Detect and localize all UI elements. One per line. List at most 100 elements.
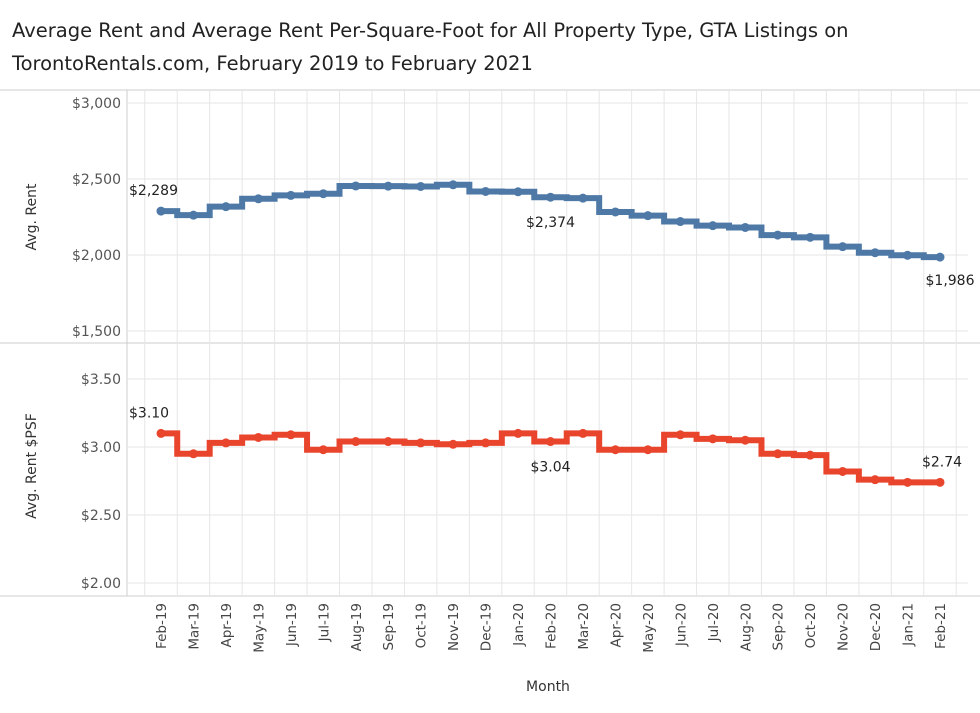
data-point — [286, 190, 296, 200]
y-tick-label: $3.50 — [81, 372, 121, 388]
data-label: $1,986 — [926, 273, 975, 289]
data-point — [838, 242, 848, 252]
data-point — [740, 222, 750, 232]
data-point — [513, 428, 523, 438]
data-point — [708, 221, 718, 231]
x-tick-label: Mar-19 — [186, 603, 202, 650]
chart-frame — [0, 89, 980, 597]
x-tick-label: Aug-19 — [349, 603, 365, 651]
data-point — [221, 202, 231, 212]
x-tick-label: May-19 — [251, 603, 267, 653]
data-point — [935, 252, 945, 262]
data-point — [513, 187, 523, 197]
x-tick-label: Dec-19 — [479, 603, 495, 651]
y-axis-title: Avg. Rent — [24, 183, 40, 250]
y-tick-label: $2.00 — [81, 576, 121, 592]
data-point — [870, 475, 880, 485]
x-tick-label: Nov-19 — [446, 603, 462, 651]
data-label: $2,289 — [129, 183, 178, 199]
data-point — [643, 211, 653, 221]
data-label: $2,374 — [526, 215, 575, 231]
x-tick-label: Jun-20 — [673, 603, 689, 647]
data-point — [675, 217, 685, 227]
data-point — [481, 438, 491, 448]
data-point — [351, 181, 361, 191]
data-point — [481, 186, 491, 196]
data-point — [805, 232, 815, 242]
data-point — [416, 438, 426, 448]
chart-title: Average Rent and Average Rent Per-Square… — [12, 19, 849, 75]
data-point — [448, 439, 458, 449]
x-tick-label: Feb-19 — [154, 603, 170, 649]
x-tick-label: Dec-20 — [868, 603, 884, 651]
data-point — [708, 434, 718, 444]
x-tick-label: Oct-19 — [414, 603, 430, 648]
x-tick-label: Feb-20 — [544, 603, 560, 649]
x-tick-label: Jun-19 — [284, 603, 300, 647]
data-point — [318, 189, 328, 199]
x-tick-label: Apr-20 — [608, 603, 624, 648]
data-point — [578, 193, 588, 203]
x-tick-label: Jul-20 — [706, 603, 722, 642]
x-tick-label: Apr-19 — [219, 603, 235, 648]
axes: $1,500 $2,000 $2,500 $3,000 Avg. Rent $2.00 $2… — [24, 96, 949, 653]
data-point — [546, 437, 555, 447]
data-label: $3.04 — [530, 460, 570, 476]
data-point — [221, 438, 231, 448]
data-label: $3.10 — [129, 405, 169, 421]
data-point — [740, 435, 750, 445]
data-point — [416, 181, 426, 191]
x-tick-label: Sep-20 — [771, 603, 787, 651]
series-line — [161, 430, 940, 486]
data-point — [253, 432, 263, 442]
y-tick-label: $2.50 — [81, 508, 121, 524]
y-axis-title: Avg. Rent $PSF — [24, 413, 40, 519]
data-point — [318, 445, 328, 455]
y-tick-label: $1,500 — [72, 324, 121, 340]
data-point — [448, 180, 458, 190]
data-label: $2.74 — [922, 454, 962, 470]
series-layer — [156, 180, 945, 487]
data-point — [546, 192, 555, 202]
data-point — [903, 250, 913, 260]
data-point — [156, 428, 166, 438]
data-point — [805, 450, 815, 460]
data-point — [188, 210, 198, 220]
y-tick-label: $2,500 — [72, 172, 121, 188]
grid-lines — [127, 90, 968, 596]
data-point — [383, 437, 393, 447]
x-tick-label: Feb-21 — [933, 603, 949, 649]
label-layer: $2,289 $2,374 $1,986 $3.10 $3.04 $2.74 — [129, 183, 975, 475]
data-point — [188, 449, 198, 459]
y-tick-label: $3,000 — [72, 96, 121, 112]
data-point — [870, 248, 880, 258]
data-point — [351, 437, 361, 447]
data-point — [773, 230, 783, 240]
x-axis-title: Month — [526, 679, 570, 695]
y-tick-label: $2,000 — [72, 248, 121, 264]
data-point — [578, 428, 588, 438]
data-point — [383, 181, 393, 191]
x-tick-label: Oct-20 — [803, 603, 819, 648]
x-tick-label: Sep-19 — [381, 603, 397, 651]
y-tick-label: $3.00 — [81, 440, 121, 456]
data-point — [935, 477, 945, 487]
x-tick-label: Mar-20 — [576, 603, 592, 650]
x-tick-label: Aug-20 — [738, 603, 754, 651]
data-point — [903, 477, 913, 487]
x-tick-label: Jan-20 — [511, 603, 527, 647]
data-point — [773, 449, 783, 459]
data-point — [643, 445, 653, 455]
data-point — [610, 207, 620, 217]
data-point — [253, 194, 263, 204]
data-point — [838, 466, 848, 476]
data-point — [286, 430, 296, 440]
data-point — [156, 206, 166, 216]
x-tick-label: Jan-21 — [901, 603, 917, 647]
x-tick-label: Jul-19 — [316, 603, 332, 642]
x-tick-label: May-20 — [641, 603, 657, 653]
x-tick-label: Nov-20 — [836, 603, 852, 651]
data-point — [675, 430, 685, 440]
data-point — [610, 445, 620, 455]
